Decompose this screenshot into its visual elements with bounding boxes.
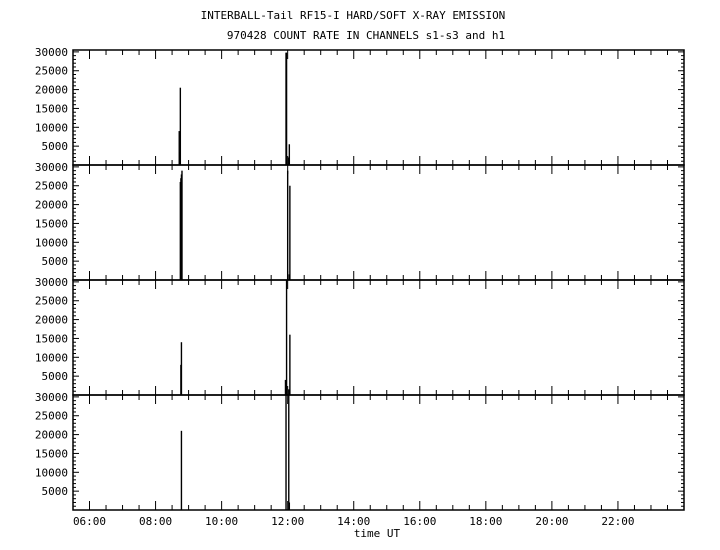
x-tick-label: 10:00 <box>205 515 238 528</box>
x-tick-label: 16:00 <box>403 515 436 528</box>
y-tick-label: 5000 <box>42 255 69 268</box>
y-tick-label: 10000 <box>35 121 68 134</box>
chart-title: INTERBALL-Tail RF15-I HARD/SOFT X-RAY EM… <box>201 9 506 22</box>
y-tick-label: 25000 <box>35 180 68 193</box>
panel-frame <box>72 394 685 511</box>
x-tick-label: 12:00 <box>271 515 304 528</box>
panel-frame <box>72 49 685 166</box>
y-tick-label: 10000 <box>35 351 68 364</box>
chart-subtitle: 970428 COUNT RATE IN CHANNELS s1-s3 and … <box>227 29 505 42</box>
y-tick-label: 5000 <box>42 140 69 153</box>
y-tick-label: 5000 <box>42 370 69 383</box>
y-tick-label: 30000 <box>35 161 68 174</box>
y-tick-label: 15000 <box>35 217 68 230</box>
y-tick-label: 30000 <box>35 46 68 59</box>
y-tick-label: 10000 <box>35 236 68 249</box>
y-tick-label: 25000 <box>35 295 68 308</box>
y-tick-label: 15000 <box>35 102 68 115</box>
y-tick-label: 30000 <box>35 276 68 289</box>
y-tick-label: 15000 <box>35 332 68 345</box>
x-tick-label: 14:00 <box>337 515 370 528</box>
y-tick-label: 20000 <box>35 429 68 442</box>
panel-frame <box>72 279 685 396</box>
y-tick-label: 5000 <box>42 485 69 498</box>
x-tick-label: 22:00 <box>601 515 634 528</box>
panel-frame <box>72 164 685 281</box>
x-tick-label: 20:00 <box>535 515 568 528</box>
y-tick-label: 20000 <box>35 314 68 327</box>
y-tick-label: 15000 <box>35 447 68 460</box>
y-tick-label: 30000 <box>35 391 68 404</box>
plot-area: 5000 10000 15000 20000 25000 30000 5000 10000 15… <box>35 46 685 528</box>
x-tick-label: 18:00 <box>469 515 502 528</box>
y-tick-label: 10000 <box>35 466 68 479</box>
y-tick-label: 25000 <box>35 410 68 423</box>
x-axis-label: time UT <box>354 527 401 540</box>
y-tick-label: 20000 <box>35 199 68 212</box>
x-tick-label: 08:00 <box>139 515 172 528</box>
x-tick-label: 06:00 <box>73 515 106 528</box>
y-tick-label: 20000 <box>35 84 68 97</box>
y-tick-label: 25000 <box>35 65 68 78</box>
